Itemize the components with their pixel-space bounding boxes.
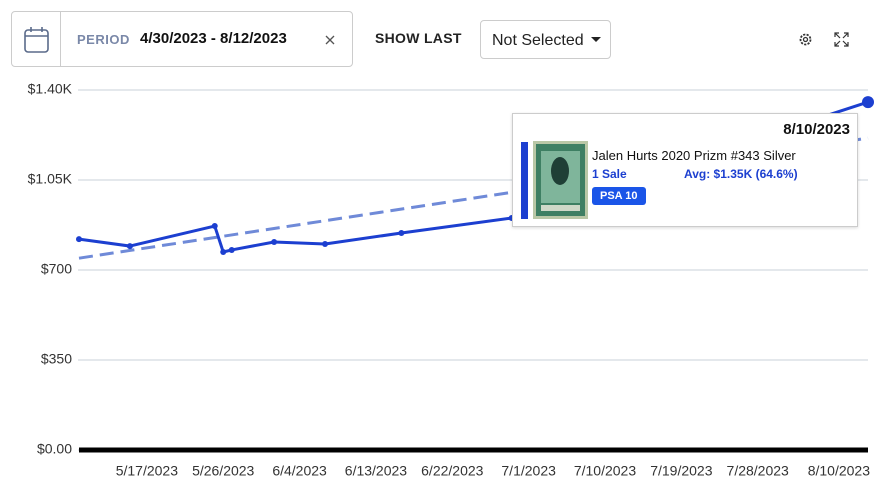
- expand-icon[interactable]: [834, 32, 849, 47]
- trend-line: [78, 136, 869, 260]
- show-last-label: SHOW LAST: [375, 30, 462, 46]
- grade-badge: PSA 10: [592, 187, 646, 205]
- data-point: [228, 246, 235, 253]
- x-tick-label: 5/26/2023: [192, 463, 254, 479]
- period-picker[interactable]: PERIOD 4/30/2023 - 8/12/2023: [11, 11, 353, 67]
- x-tick-label: 7/28/2023: [727, 463, 789, 479]
- y-tick-label: $700: [41, 261, 72, 277]
- x-tick-label: 8/10/2023: [808, 463, 870, 479]
- calendar-icon[interactable]: [24, 26, 50, 54]
- clear-icon[interactable]: [324, 34, 336, 46]
- data-point: [271, 238, 278, 245]
- tooltip-sales: 1 Sale: [592, 167, 627, 181]
- price-line: [78, 100, 869, 254]
- data-point: [220, 249, 227, 255]
- show-last-dropdown[interactable]: Not Selected: [480, 20, 611, 59]
- tooltip-title: Jalen Hurts 2020 Prizm #343 Silver: [592, 148, 796, 163]
- y-tick-label: $350: [41, 351, 72, 367]
- x-tick-label: 5/17/2023: [116, 463, 178, 479]
- tooltip-average: Avg: $1.35K (64.6%): [684, 167, 798, 181]
- data-point: [398, 229, 405, 236]
- y-tick-label: $1.40K: [28, 81, 73, 97]
- tooltip: 8/10/2023 Jalen Hurts 2020 Prizm #343 Si…: [512, 113, 858, 227]
- y-tick-label: $1.05K: [28, 171, 73, 187]
- caret-icon: [591, 37, 601, 42]
- period-label: PERIOD: [77, 32, 130, 47]
- period-value: 4/30/2023 - 8/12/2023: [140, 30, 287, 47]
- divider: [60, 12, 61, 66]
- settings-icon[interactable]: [798, 32, 813, 47]
- x-tick-label: 7/10/2023: [574, 463, 636, 479]
- data-point: [211, 223, 218, 230]
- dropdown-value: Not Selected: [492, 32, 584, 49]
- x-tick-label: 7/19/2023: [650, 463, 712, 479]
- x-tick-label: 6/13/2023: [345, 463, 407, 479]
- data-point: [126, 243, 133, 250]
- y-tick-label: $0.00: [37, 441, 72, 457]
- x-tick-label: 6/4/2023: [272, 463, 327, 479]
- x-tick-label: 7/1/2023: [501, 463, 556, 479]
- data-point: [76, 236, 82, 243]
- tooltip-accent: [521, 142, 528, 219]
- data-point: [862, 96, 874, 109]
- data-point: [322, 241, 329, 248]
- tooltip-date: 8/10/2023: [783, 121, 850, 138]
- x-tick-label: 6/22/2023: [421, 463, 483, 479]
- card-image: [533, 141, 588, 219]
